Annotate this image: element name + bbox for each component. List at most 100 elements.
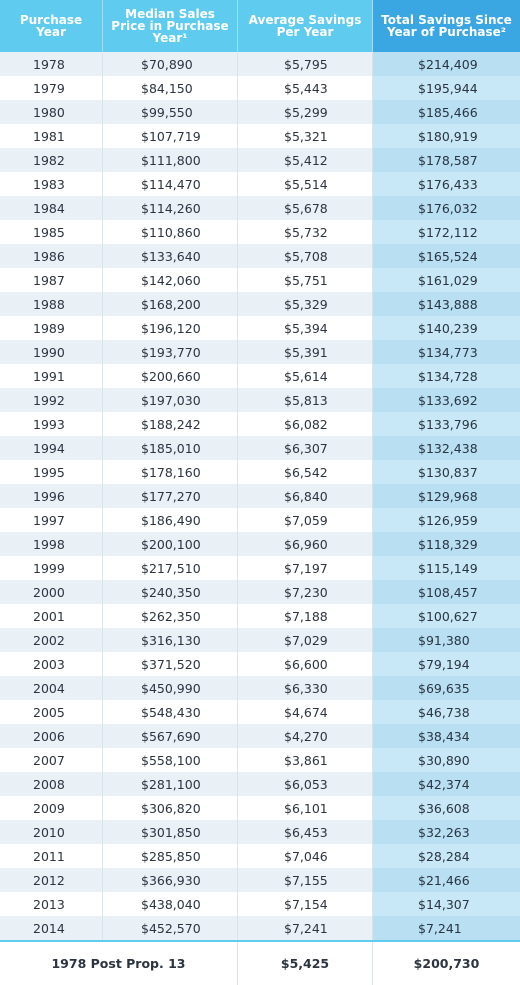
table-cell: $130,837 xyxy=(373,460,520,484)
table-cell: $178,160 xyxy=(103,460,238,484)
table-row: 1986 $133,640 $5,708 $165,524 xyxy=(0,244,520,268)
table-cell: $5,751 xyxy=(238,268,373,292)
table-cell: $301,850 xyxy=(103,820,238,844)
table-cell: $4,270 xyxy=(238,724,373,748)
table-cell: $176,433 xyxy=(373,172,520,196)
table-row: 1997 $186,490 $7,059 $126,959 xyxy=(0,508,520,532)
table-cell: $6,101 xyxy=(238,796,373,820)
table-cell: 1991 xyxy=(0,364,103,388)
table-cell: 1993 xyxy=(0,412,103,436)
table-cell: $217,510 xyxy=(103,556,238,580)
table-cell: $91,380 xyxy=(373,628,520,652)
table-cell: $133,640 xyxy=(103,244,238,268)
table-cell: 2008 xyxy=(0,772,103,796)
table-cell: 1999 xyxy=(0,556,103,580)
table-row: 1981 $107,719 $5,321 $180,919 xyxy=(0,124,520,148)
table-row: 1996 $177,270 $6,840 $129,968 xyxy=(0,484,520,508)
table-row: 2004 $450,990 $6,330 $69,635 xyxy=(0,676,520,700)
table-cell: 1984 xyxy=(0,196,103,220)
table-cell: 2002 xyxy=(0,628,103,652)
table-row: 1998 $200,100 $6,960 $118,329 xyxy=(0,532,520,556)
footer-cell: 1978 Post Prop. 13 xyxy=(0,942,238,985)
table-row: 1990 $193,770 $5,391 $134,773 xyxy=(0,340,520,364)
table-cell: $168,200 xyxy=(103,292,238,316)
table-row: 1982 $111,800 $5,412 $178,587 xyxy=(0,148,520,172)
table-cell: 2010 xyxy=(0,820,103,844)
table-cell: $6,960 xyxy=(238,532,373,556)
table-cell: $7,188 xyxy=(238,604,373,628)
table-cell: $180,919 xyxy=(373,124,520,148)
table-cell: $140,239 xyxy=(373,316,520,340)
table-cell: $5,813 xyxy=(238,388,373,412)
table-cell: $6,330 xyxy=(238,676,373,700)
table-cell: $115,149 xyxy=(373,556,520,580)
table-cell: $134,728 xyxy=(373,364,520,388)
table-cell: 1983 xyxy=(0,172,103,196)
table-cell: $371,520 xyxy=(103,652,238,676)
table-cell: $200,100 xyxy=(103,532,238,556)
table-cell: 1989 xyxy=(0,316,103,340)
table-cell: 2011 xyxy=(0,844,103,868)
table-cell: $161,029 xyxy=(373,268,520,292)
table-cell: $5,614 xyxy=(238,364,373,388)
table-cell: 2003 xyxy=(0,652,103,676)
table-cell: $172,112 xyxy=(373,220,520,244)
table-row: 1987 $142,060 $5,751 $161,029 xyxy=(0,268,520,292)
table-cell: $7,230 xyxy=(238,580,373,604)
table-row: 1983 $114,470 $5,514 $176,433 xyxy=(0,172,520,196)
table-cell: $69,635 xyxy=(373,676,520,700)
table-cell: $21,466 xyxy=(373,868,520,892)
table-cell: 2013 xyxy=(0,892,103,916)
table-cell: 1987 xyxy=(0,268,103,292)
table-cell: 2004 xyxy=(0,676,103,700)
table-cell: $5,678 xyxy=(238,196,373,220)
table-cell: $5,321 xyxy=(238,124,373,148)
table-cell: 2000 xyxy=(0,580,103,604)
table-row: 2008 $281,100 $6,053 $42,374 xyxy=(0,772,520,796)
table-cell: $5,391 xyxy=(238,340,373,364)
table-row: 2003 $371,520 $6,600 $79,194 xyxy=(0,652,520,676)
table-cell: $114,470 xyxy=(103,172,238,196)
table-cell: $143,888 xyxy=(373,292,520,316)
table-row: 2009 $306,820 $6,101 $36,608 xyxy=(0,796,520,820)
table-cell: $6,082 xyxy=(238,412,373,436)
table-cell: $6,453 xyxy=(238,820,373,844)
table-cell: $118,329 xyxy=(373,532,520,556)
table-cell: 1980 xyxy=(0,100,103,124)
table-row: 1999 $217,510 $7,197 $115,149 xyxy=(0,556,520,580)
table-cell: $450,990 xyxy=(103,676,238,700)
table-row: 2012 $366,930 $7,155 $21,466 xyxy=(0,868,520,892)
table-cell: $79,194 xyxy=(373,652,520,676)
table-cell: $142,060 xyxy=(103,268,238,292)
table-cell: $200,660 xyxy=(103,364,238,388)
table-cell: $186,490 xyxy=(103,508,238,532)
table-row: 2007 $558,100 $3,861 $30,890 xyxy=(0,748,520,772)
table-cell: $366,930 xyxy=(103,868,238,892)
table-row: 2001 $262,350 $7,188 $100,627 xyxy=(0,604,520,628)
table-cell: $316,130 xyxy=(103,628,238,652)
table-cell: 1990 xyxy=(0,340,103,364)
table-cell: $7,029 xyxy=(238,628,373,652)
table-cell: $7,155 xyxy=(238,868,373,892)
table-cell: 2012 xyxy=(0,868,103,892)
table-cell: $195,944 xyxy=(373,76,520,100)
table-cell: $214,409 xyxy=(373,52,520,76)
table-cell: $285,850 xyxy=(103,844,238,868)
table-cell: $108,457 xyxy=(373,580,520,604)
footer-cell: $200,730 xyxy=(413,956,480,971)
table-cell: $7,059 xyxy=(238,508,373,532)
table-cell: $6,542 xyxy=(238,460,373,484)
table-cell: $114,260 xyxy=(103,196,238,220)
table-cell: $32,263 xyxy=(373,820,520,844)
table-cell: 1988 xyxy=(0,292,103,316)
table-cell: $6,053 xyxy=(238,772,373,796)
table-cell: $281,100 xyxy=(103,772,238,796)
header-cell: Purchase Year xyxy=(0,0,103,52)
table-row: 1992 $197,030 $5,813 $133,692 xyxy=(0,388,520,412)
table-cell: $42,374 xyxy=(373,772,520,796)
table-cell: $7,197 xyxy=(238,556,373,580)
table-cell: $193,770 xyxy=(103,340,238,364)
header-row: Purchase Year Median Sales Price in Purch… xyxy=(0,0,520,52)
table-cell: $133,692 xyxy=(373,388,520,412)
table-cell: $4,674 xyxy=(238,700,373,724)
